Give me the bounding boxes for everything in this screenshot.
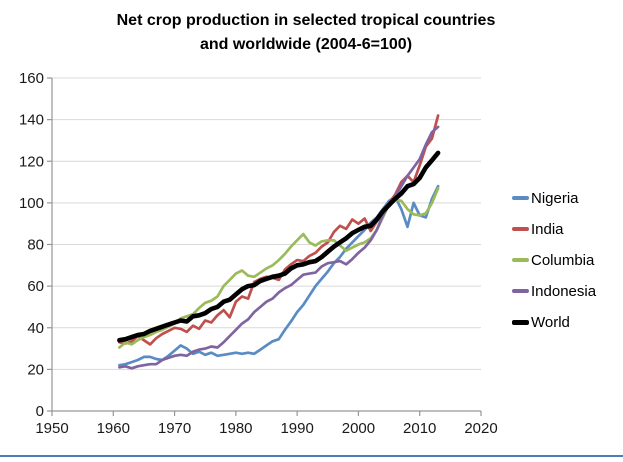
chart-title: Net crop production in selected tropical… — [6, 9, 606, 57]
legend-label: India — [531, 220, 564, 238]
legend-item-columbia: Columbia — [512, 249, 596, 271]
chart-title-line2: and worldwide (2004-6=100) — [199, 36, 413, 53]
y-tick-label: 140 — [19, 112, 44, 129]
legend-label: Nigeria — [531, 189, 579, 207]
legend-label: Indonesia — [531, 282, 597, 300]
y-tick-label: 100 — [19, 195, 44, 212]
legend-item-indonesia: Indonesia — [512, 280, 596, 302]
bottom-rule — [0, 455, 623, 457]
legend-marker — [512, 227, 529, 231]
legend-item-nigeria: Nigeria — [512, 187, 596, 209]
x-tick-label: 1990 — [280, 420, 313, 437]
legend-marker — [512, 289, 529, 293]
x-tick-label: 2010 — [403, 420, 436, 437]
y-tick-label: 20 — [27, 361, 44, 378]
legend-label: Columbia — [531, 251, 595, 269]
y-tick-label: 40 — [27, 320, 44, 337]
series-line-india — [118, 114, 440, 346]
legend-marker — [512, 319, 529, 325]
x-tick-label: 2020 — [464, 420, 497, 437]
legend-marker — [512, 258, 529, 262]
legend: Nigeria India Columbia Indonesia World — [512, 187, 596, 342]
x-tick-label: 1970 — [158, 420, 191, 437]
y-tick-label: 60 — [27, 278, 44, 295]
y-tick-label: 80 — [27, 237, 44, 254]
x-tick-label: 1980 — [219, 420, 252, 437]
y-tick-label: 120 — [19, 153, 44, 170]
legend-marker — [512, 196, 529, 200]
x-tick-label: 2000 — [342, 420, 375, 437]
legend-label: World — [531, 313, 570, 331]
legend-item-india: India — [512, 218, 596, 240]
y-tick-label: 160 — [19, 70, 44, 87]
chart-title-line1: Net crop production in selected tropical… — [116, 12, 496, 29]
x-tick-label: 1950 — [35, 420, 68, 437]
x-tick-label: 1960 — [97, 420, 130, 437]
y-tick-label: 0 — [36, 403, 44, 420]
legend-item-world: World — [512, 311, 596, 333]
series-line-world — [117, 150, 441, 343]
